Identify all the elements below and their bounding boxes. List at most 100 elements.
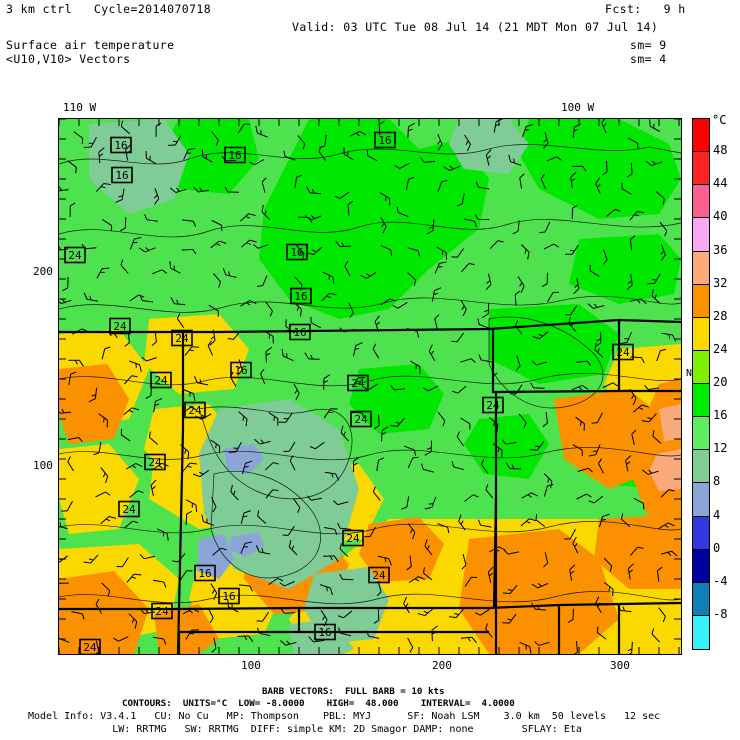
colorbar-swatch	[693, 251, 709, 285]
contour-label-box	[290, 287, 312, 305]
contour-label-box	[347, 374, 369, 392]
temperature-contour-map: 16 16 16 16 24 16 16 24 24 16 24 24 16 24 24 24 24 24 24 24…	[59, 119, 681, 654]
contour-label-value: 16	[198, 567, 211, 580]
contour-label-box	[314, 623, 336, 641]
contour-label-box	[118, 500, 140, 518]
contour-label-box	[151, 602, 173, 620]
contour-label-value: 24	[68, 249, 82, 262]
contour-label-value: 24	[188, 404, 202, 417]
temperature-colorbar[interactable]	[692, 118, 710, 650]
y-axis-tick-200: 200	[33, 265, 53, 278]
contour-label-box	[482, 396, 504, 414]
longitude-label-left: 110 W	[63, 101, 97, 114]
colorbar-tick-label: -8	[713, 606, 728, 621]
colorbar-tick-label: 12	[713, 441, 728, 456]
colorbar-tick-label: 8	[713, 474, 721, 489]
contour-label-box	[184, 401, 206, 419]
contour-label-value: 24	[122, 503, 136, 516]
colorbar-tick-label: 28	[713, 308, 728, 323]
colorbar-tick-label: 36	[713, 242, 728, 257]
contour-label-value: 24	[346, 532, 360, 545]
forecast-hour-label: Fcst: 9 h	[605, 2, 686, 16]
colorbar-unit-label: °C	[712, 113, 727, 127]
colorbar-tick-label: 32	[713, 275, 728, 290]
colorbar-swatch	[693, 284, 709, 318]
longitude-label-right: 100 W	[561, 101, 595, 114]
contour-label-box	[109, 317, 131, 335]
colorbar-tick-label: 20	[713, 375, 728, 389]
contour-label-value: 24	[113, 320, 127, 333]
contour-label-value: 16	[114, 139, 127, 152]
contour-label-value: 24	[148, 456, 162, 469]
x-axis-tick-300: 300	[610, 659, 630, 672]
temperature-map-panel[interactable]: 16 16 16 16 24 16 16 24 24 16 24 24 16 24 24 24 24 24 24 24…	[58, 118, 682, 655]
contour-label-value: 24	[154, 374, 168, 387]
colorbar-tick-label: -4	[713, 573, 728, 588]
contour-label-box	[374, 131, 396, 149]
valid-time-label: Valid: 03 UTC Tue 08 Jul 14 (21 MDT Mon …	[292, 20, 659, 34]
contour-label-box	[111, 166, 133, 184]
contour-label-value: 24	[175, 332, 189, 345]
contour-label-box	[368, 566, 390, 584]
colorbar-swatch	[693, 483, 709, 517]
contour-label-value: 24	[616, 346, 630, 359]
contour-label-value: 16	[293, 326, 306, 339]
contour-label-box	[218, 587, 240, 605]
contour-label-value: 16	[222, 590, 235, 603]
colorbar-swatch	[693, 582, 709, 616]
colorbar-swatch	[693, 516, 709, 550]
colorbar-tick-label: 24	[713, 341, 728, 356]
colorbar-tick-label: 4	[713, 507, 721, 522]
contour-label-value: 16	[234, 364, 247, 377]
colorbar-swatch	[693, 317, 709, 351]
model-cycle-label: 3 km ctrl Cycle=2014070718	[6, 2, 212, 16]
contour-label-box	[342, 529, 364, 547]
contour-label-box	[171, 329, 193, 347]
contour-label-box	[286, 243, 308, 261]
model-info-line-1: Model Info: V3.4.1 CU: No Cu MP: Thompso…	[28, 711, 661, 722]
colorbar-tick-label: 40	[713, 209, 728, 224]
contour-label-value: 24	[83, 641, 97, 654]
latitude-label-right: N	[686, 368, 693, 379]
colorbar-swatch	[693, 185, 709, 219]
contour-label-box	[350, 410, 372, 428]
colorbar-tick-label: 16	[713, 408, 728, 423]
contour-label-value: 16	[378, 134, 391, 147]
x-axis-tick-100: 100	[241, 659, 261, 672]
contour-label-box	[150, 371, 172, 389]
y-axis-tick-100: 100	[33, 459, 53, 472]
contour-label-box	[144, 453, 166, 471]
contour-label-box	[289, 323, 311, 341]
field-title-label: Surface air temperature	[6, 38, 175, 52]
colorbar-tick-label: 44	[713, 176, 728, 191]
colorbar-swatch	[693, 152, 709, 186]
colorbar-swatch	[693, 350, 709, 384]
contour-label-value: 16	[290, 246, 303, 259]
contour-label-value: 16	[294, 290, 307, 303]
contour-label-value: 24	[372, 569, 386, 582]
contour-label-value: 16	[115, 169, 128, 182]
colorbar-swatch	[693, 218, 709, 252]
colorbar-swatch	[693, 615, 709, 649]
contour-label-box	[612, 343, 634, 361]
contour-label-value: 16	[318, 626, 331, 639]
smoothing-vector-label: sm= 4	[630, 52, 667, 66]
contour-label-value: 16	[228, 149, 241, 162]
contour-label-box	[194, 564, 216, 582]
contour-info-label: CONTOURS: UNITS=°C LOW= -8.0000 HIGH= 48…	[122, 698, 515, 709]
contour-label-box	[64, 246, 86, 264]
barb-legend-label: BARB VECTORS: FULL BARB = 10 kts	[262, 686, 445, 697]
contour-label-group: 16 16 16 16 24 16 16 24 24 16 24 24 16 24 24 24 24 24 24 24…	[64, 131, 634, 654]
x-axis-tick-200: 200	[432, 659, 452, 672]
smoothing-contour-label: sm= 9	[630, 38, 667, 52]
colorbar-swatch	[693, 384, 709, 418]
colorbar-swatch	[693, 450, 709, 484]
contour-label-box	[79, 638, 101, 654]
colorbar-tick-label: 48	[713, 143, 728, 158]
colorbar-swatch	[693, 549, 709, 583]
contour-label-value: 24	[155, 605, 169, 618]
colorbar-tick-label: 0	[713, 540, 721, 555]
contour-label-box	[230, 361, 252, 379]
contour-label-box	[224, 146, 246, 164]
